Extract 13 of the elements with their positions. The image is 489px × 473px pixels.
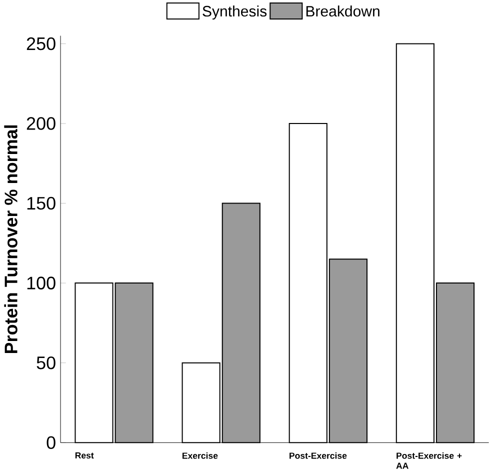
- y-tick-label: 100: [27, 276, 56, 290]
- x-tick-label: Exercise: [182, 452, 218, 459]
- legend-label: Synthesis: [202, 6, 267, 20]
- y-axis-title: Protein Turnover % normal: [4, 125, 18, 354]
- x-tick-label: Rest: [75, 452, 94, 459]
- y-tick-label: 150: [27, 196, 56, 210]
- x-tick-label: Post-Exercise: [290, 452, 347, 459]
- y-tick-label: 50: [36, 356, 56, 370]
- y-tick-label: 0: [46, 436, 56, 450]
- y-tick-label: 250: [26, 37, 56, 50]
- y-tick-label: 200: [26, 117, 56, 130]
- legend-label: Breakdown: [306, 6, 380, 17]
- x-tick-label: Post-Exercise + AA: [396, 452, 462, 469]
